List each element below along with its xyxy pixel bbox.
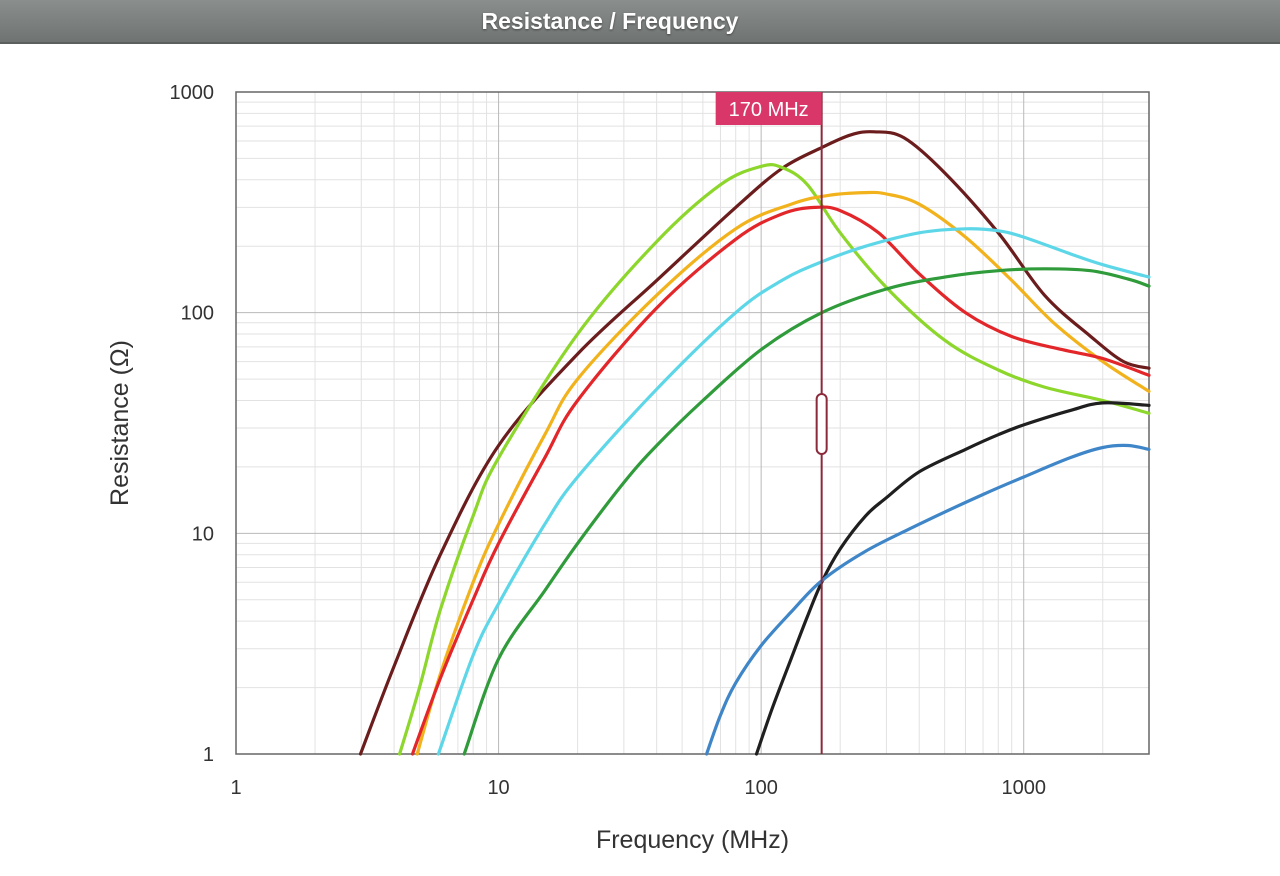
x-tick-label: 100 [744,777,777,799]
plot-frame [235,91,1150,755]
chart-title: Resistance / Frequency [481,7,739,34]
series-line-6 [462,267,1151,756]
y-axis-label: Resistance (Ω) [106,340,134,506]
x-tick-label: 1 [230,777,241,799]
marker-label-background [715,92,822,125]
marker-label: 170 MHz [729,99,809,121]
series-line-8 [705,443,1151,756]
grid-major [236,92,1149,754]
series-line-1 [358,130,1151,756]
tick-labels: 1 10 100 1000 1 10 100 1000 [170,82,1046,799]
y-tick-label: 100 [181,303,214,325]
x-tick-label: 1000 [1001,777,1046,799]
series-line-5 [436,227,1151,756]
resistance-frequency-chart: 170 MHz 1 10 100 1000 1 10 100 1000 Frequency (… [106,82,1151,854]
grid-minor [236,92,1149,754]
y-tick-label: 10 [192,523,214,545]
x-tick-label: 10 [487,777,509,799]
marker-drag-handle[interactable] [815,393,828,455]
series-line-2 [398,163,1151,756]
y-tick-label: 1000 [170,82,215,104]
y-tick-label: 1 [203,744,214,766]
series-layer [358,130,1151,756]
title-bar: Resistance / Frequency [0,0,1280,44]
series-line-7 [754,401,1151,756]
x-axis-label: Frequency (MHz) [596,826,789,854]
series-line-3 [415,190,1151,756]
series-line-4 [410,205,1151,756]
frequency-marker[interactable]: 170 MHz [715,92,828,754]
